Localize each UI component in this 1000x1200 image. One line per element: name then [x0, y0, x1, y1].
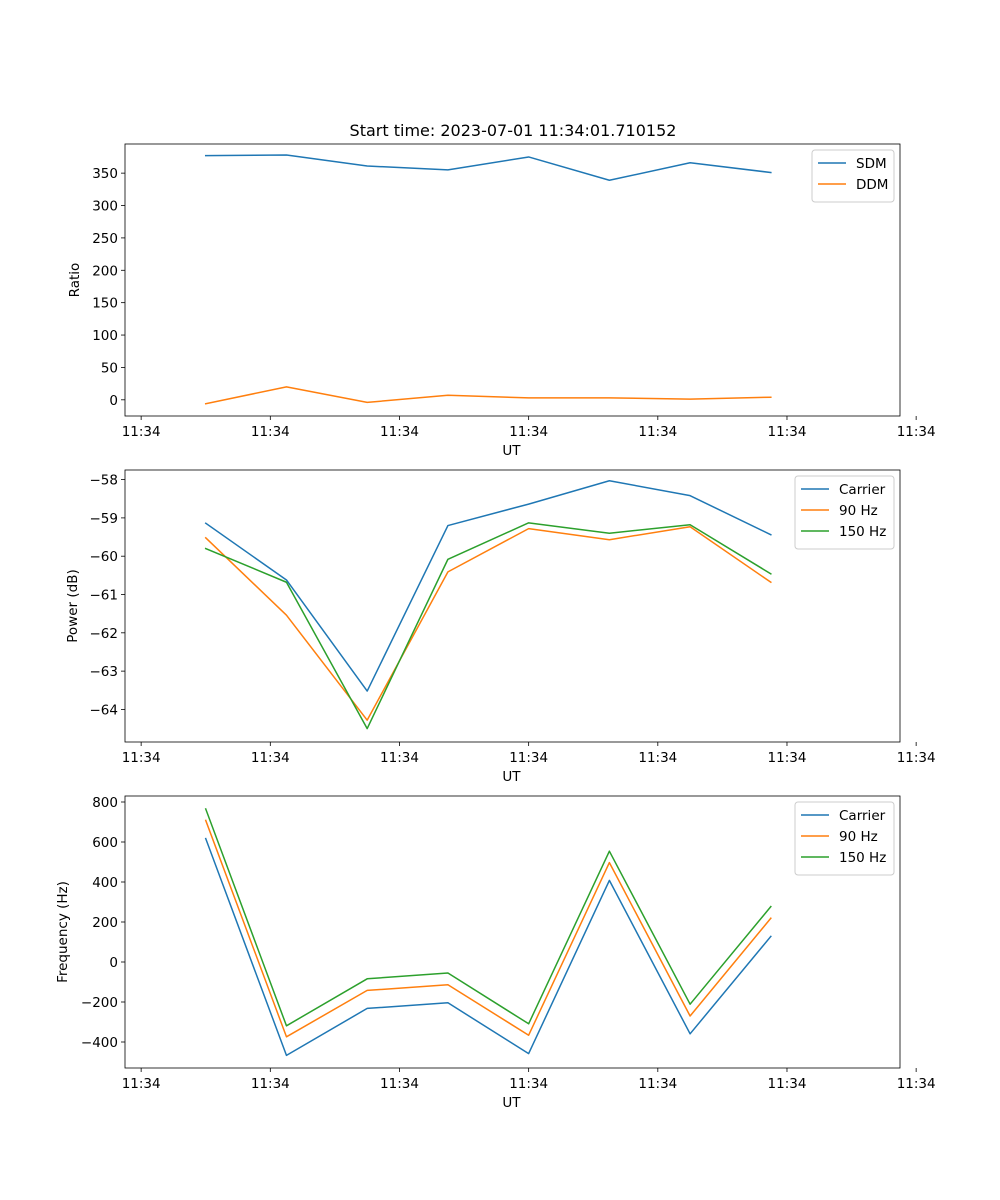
x-tick-label: 11:34 [897, 750, 936, 766]
subplot-3: 11:34 11:34 11:34 11:34 11:34 11:34 11:34 −400 −… [55, 795, 936, 1111]
x-axis-label: UT [502, 769, 521, 785]
x-tick-label: 11:34 [768, 750, 807, 766]
y-tick-label: −58 [90, 473, 119, 489]
legend-label: 90 Hz [839, 829, 878, 845]
y-tick-label: 0 [109, 955, 118, 971]
y-axis-label: Ratio [67, 263, 83, 298]
series-line-90-hz [204, 819, 772, 1038]
figure-title: Start time: 2023-07-01 11:34:01.710152 [350, 121, 677, 140]
legend: SDM DDM [811, 149, 895, 203]
legend: Carrier 90 Hz 150 Hz [794, 475, 895, 550]
y-tick-label: 0 [109, 393, 118, 409]
x-tick-label: 11:34 [768, 424, 807, 440]
plots: 11:34 11:34 11:34 11:34 11:34 11:34 11:3405010… [55, 143, 936, 1111]
x-tick-label: 11:34 [380, 1076, 419, 1092]
x-tick-label: 11:34 [122, 424, 161, 440]
y-tick-label: 800 [92, 795, 118, 811]
series-line-carrier [204, 837, 772, 1057]
y-tick-label: −200 [81, 995, 118, 1011]
x-tick-label: 11:34 [380, 424, 419, 440]
subplot-1: 11:34 11:34 11:34 11:34 11:34 11:34 11:3405010… [67, 143, 936, 459]
x-tick-label: 11:34 [638, 750, 677, 766]
x-tick-label: 11:34 [638, 424, 677, 440]
x-tick-label: 11:34 [897, 424, 936, 440]
y-tick-label: −62 [90, 626, 119, 642]
x-tick-label: 11:34 [122, 1076, 161, 1092]
legend-label: DDM [856, 177, 888, 193]
x-tick-label: 11:34 [251, 750, 290, 766]
x-axis-label: UT [502, 1095, 521, 1111]
legend-label: SDM [856, 156, 887, 172]
series-line-carrier [204, 479, 772, 692]
y-axis-label: Power (dB) [65, 569, 81, 642]
x-tick-label: 11:34 [768, 1076, 807, 1092]
y-tick-label: 600 [92, 835, 118, 851]
y-tick-label: 200 [92, 915, 118, 931]
series-line-150-hz [204, 808, 772, 1027]
y-tick-label: 150 [92, 296, 118, 312]
y-tick-label: 300 [92, 199, 118, 215]
y-tick-label: 100 [92, 328, 118, 344]
legend-label: 150 Hz [839, 850, 886, 866]
y-tick-label: −400 [81, 1035, 118, 1051]
axes-frame [124, 143, 901, 417]
y-tick-label: 200 [92, 263, 118, 279]
axes-frame [124, 469, 901, 743]
y-tick-label: 350 [92, 166, 118, 182]
series-line-sdm [204, 154, 772, 182]
y-tick-label: 50 [101, 360, 118, 376]
y-tick-label: −61 [90, 588, 119, 604]
y-tick-label: 250 [92, 231, 118, 247]
legend-label: Carrier [839, 482, 886, 498]
x-axis-label: UT [502, 443, 521, 459]
series-line-90-hz [204, 525, 772, 721]
x-tick-label: 11:34 [509, 1076, 548, 1092]
x-tick-label: 11:34 [897, 1076, 936, 1092]
y-axis-label: Frequency (Hz) [55, 881, 71, 983]
y-tick-label: −63 [90, 664, 119, 680]
legend: Carrier 90 Hz 150 Hz [794, 801, 895, 876]
series-line-ddm [204, 386, 772, 405]
y-tick-label: −60 [90, 549, 119, 565]
axes-frame [124, 795, 901, 1069]
x-tick-label: 11:34 [251, 1076, 290, 1092]
subplot-2: 11:34 11:34 11:34 11:34 11:34 11:34 11:34 −64 −6… [65, 469, 936, 785]
x-tick-label: 11:34 [380, 750, 419, 766]
x-tick-label: 11:34 [251, 424, 290, 440]
legend-label: 150 Hz [839, 524, 886, 540]
y-tick-label: 400 [92, 875, 118, 891]
legend-label: Carrier [839, 808, 886, 824]
series-line-150-hz [204, 522, 772, 730]
y-tick-label: −59 [90, 511, 119, 527]
x-tick-label: 11:34 [509, 424, 548, 440]
x-tick-label: 11:34 [509, 750, 548, 766]
x-tick-label: 11:34 [122, 750, 161, 766]
y-tick-label: −64 [90, 702, 119, 718]
x-tick-label: 11:34 [638, 1076, 677, 1092]
legend-label: 90 Hz [839, 503, 878, 519]
